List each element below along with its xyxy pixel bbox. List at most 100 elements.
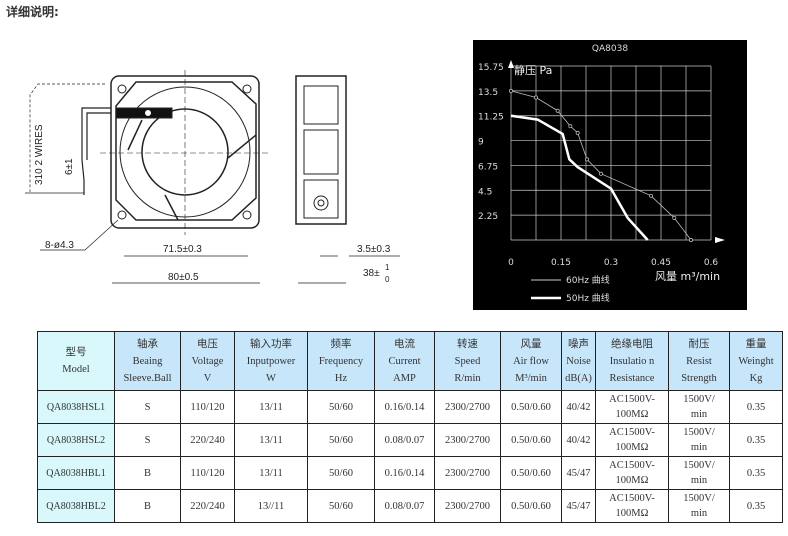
table-cell: 0.50/0.60 <box>500 456 562 490</box>
table-cell: AC1500V- 100MΩ <box>595 456 669 490</box>
table-cell: 0.50/0.60 <box>500 423 562 457</box>
header-text: Noise <box>566 355 591 367</box>
data-point <box>585 157 589 162</box>
wire-tolerance-label: 6±1 <box>64 158 75 175</box>
table-cell: 0.35 <box>729 390 783 424</box>
header-text: 电流 <box>394 338 415 350</box>
header-text: Resistance <box>609 372 655 384</box>
table-cell: S <box>114 423 181 457</box>
flange-dimension-label: 3.5±0.3 <box>357 244 391 255</box>
column-header: 电压 Voltage V <box>180 331 235 391</box>
table-cell: 220/240 <box>180 489 235 523</box>
table-cell: 45/47 <box>561 456 596 490</box>
x-tick-label: 0.6 <box>704 258 719 268</box>
header-text: 风量 <box>520 338 542 350</box>
x-tick-label: 0 <box>508 258 514 268</box>
header-text: V <box>203 372 212 384</box>
table-cell: 1500V/ min <box>668 423 730 457</box>
header-text: 输入功率 <box>250 338 292 350</box>
table-cell: 1500V/ min <box>668 456 730 490</box>
column-header: 轴承 Beaing Sleeve.Ball <box>114 331 181 391</box>
table-cell: AC1500V- 100MΩ <box>595 489 669 523</box>
table-cell: 0.50/0.60 <box>500 489 562 523</box>
table-cell: 45/47 <box>561 489 596 523</box>
header-text: 电压 <box>197 338 218 350</box>
page-title: 详细说明: <box>6 5 59 19</box>
y-tick-label: 9 <box>478 138 484 148</box>
header-text: 耐压 <box>688 338 710 350</box>
table-cell: 50/60 <box>307 390 375 424</box>
header-text: Strength <box>681 372 717 384</box>
spec-table: 型号 Model 轴承 Beaing Sleeve.Ball 电压 Voltage V 输入功率… <box>37 331 783 523</box>
header-text: dB(A) <box>565 372 592 384</box>
table-cell: 1500V/ min <box>668 390 730 424</box>
table-cell: 13/11 <box>234 390 308 424</box>
header-text: 绝缘电阻 <box>611 338 653 350</box>
data-point <box>599 171 603 176</box>
column-header: 绝缘电阻 Insulatio n Resistance <box>595 331 669 391</box>
header-text: M³/min <box>515 372 547 384</box>
legend-50hz: 50Hz 曲线 <box>566 292 610 304</box>
pressure-airflow-chart: QA8038 静压 Pa 风量 m³/min 0 0.15 0.3 0.45 0.6 15… <box>473 40 747 310</box>
table-cell: 0.16/0.14 <box>374 390 435 424</box>
table-cell: 1500V/ min <box>668 489 730 523</box>
header-text: 型号 <box>65 347 87 358</box>
table-cell: 2300/2700 <box>434 489 501 523</box>
header-text: W <box>266 372 276 384</box>
series-line-50hz <box>510 114 649 241</box>
dimension-lines <box>40 219 400 284</box>
table-cell: 0.35 <box>729 489 783 523</box>
data-point <box>672 215 677 220</box>
table-cell: 0.16/0.14 <box>374 456 435 490</box>
depth-dimension-label: 38± <box>363 268 380 279</box>
wires-label: 310 2 WIRES <box>34 124 45 185</box>
y-tick-label: 2.25 <box>478 212 498 222</box>
fan-dimension-drawing: 310 2 WIRES 6±1 8-ø4.3 71.5±0.3 80±0.5 3… <box>25 70 400 284</box>
header-text: 重量 <box>745 338 767 350</box>
table-cell: AC1500V- 100MΩ <box>595 423 669 457</box>
header-text: Hz <box>334 372 348 384</box>
y-tick-label: 4.5 <box>478 187 492 197</box>
column-header: 输入功率 Inputpower W <box>234 331 308 391</box>
table-cell: QA8038HSL1 <box>37 390 115 424</box>
table-cell: QA8038HSL2 <box>37 423 115 457</box>
table-cell: 50/60 <box>307 456 375 490</box>
data-point <box>575 130 580 135</box>
table-cell: 50/60 <box>307 423 375 457</box>
x-tick-label: 0.15 <box>551 258 571 268</box>
y-tick-label: 6.75 <box>478 162 498 172</box>
header-text: Model <box>62 364 90 375</box>
table-cell: 0.08/0.07 <box>374 489 435 523</box>
table-cell: 2300/2700 <box>434 423 501 457</box>
table-cell: B <box>114 456 181 490</box>
column-header: 型号 Model <box>37 331 115 391</box>
data-point <box>649 193 653 198</box>
data-point <box>509 88 513 93</box>
table-cell: QA8038HBL2 <box>37 489 115 523</box>
column-header: 风量 Air flow M³/min <box>500 331 562 391</box>
data-point <box>534 95 538 100</box>
table-cell: 0.08/0.07 <box>374 423 435 457</box>
y-tick-label: 15.75 <box>478 63 504 73</box>
series-line-60hz <box>510 90 692 241</box>
table-cell: 0.50/0.60 <box>500 390 562 424</box>
table-row: QA8038HSL2 S 220/240 13/11 50/60 0.08/0.07 230… <box>37 423 783 457</box>
table-cell: B <box>114 489 181 523</box>
table-cell: QA8038HBL1 <box>37 456 115 490</box>
header-text: Current <box>388 355 421 367</box>
header-text: Resist <box>686 355 712 367</box>
header-text: Sleeve.Ball <box>123 372 172 384</box>
table-cell: 0.35 <box>729 456 783 490</box>
legend-60hz: 60Hz 曲线 <box>566 274 610 286</box>
fan-front-view <box>100 70 270 235</box>
data-point <box>555 108 560 113</box>
fan-side-view <box>295 75 347 225</box>
column-header: 噪声 Noise dB(A) <box>561 331 596 391</box>
y-tick-label: 11.25 <box>478 113 504 123</box>
column-header: 频率 Frequency Hz <box>307 331 375 391</box>
depth-tol-top: 1 <box>385 263 390 272</box>
holes-label: 8-ø4.3 <box>45 240 74 251</box>
fan-wires <box>25 83 111 195</box>
header-text: Speed <box>454 355 481 367</box>
header-text: Insulatio n <box>609 355 655 367</box>
